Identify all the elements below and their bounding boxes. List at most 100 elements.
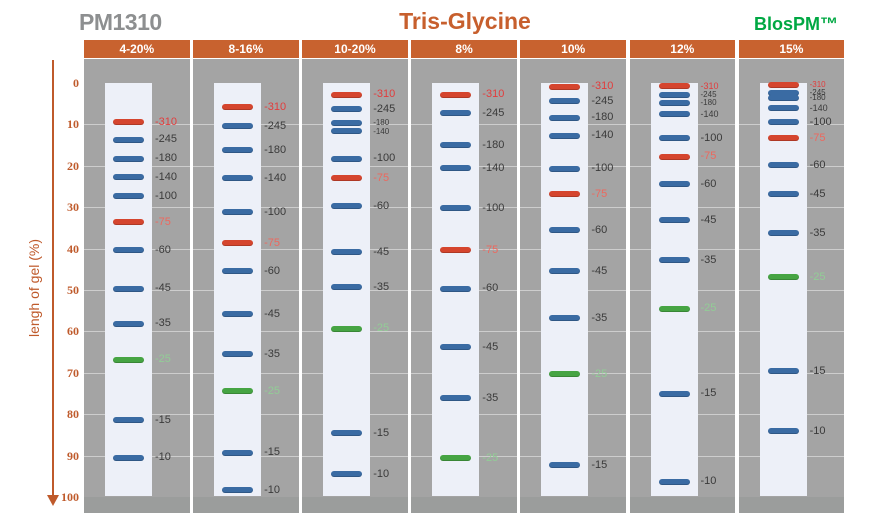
band-label-8-16%-180kda: -180	[264, 143, 287, 156]
lane-header-10-20%: 10-20%	[302, 40, 408, 58]
band-8%-140kda	[440, 164, 472, 171]
band-label-15%-25kda: -25	[809, 270, 826, 283]
band-15%-245kda	[767, 89, 799, 96]
band-8%-310kda	[440, 91, 472, 98]
band-label-8-16%-310kda: -310	[264, 101, 287, 114]
band-4-20%-60kda	[113, 246, 144, 253]
lane-column-10%: -310 -245 -180 -140 -100 -75 -60 -45 -35 -25 -15	[520, 59, 626, 513]
band-label-10%-35kda: -35	[591, 311, 608, 324]
band-12%-10kda	[658, 478, 690, 485]
band-label-8-16%-140kda: -140	[264, 171, 287, 184]
band-12%-310kda	[658, 82, 690, 89]
band-label-10-20%-10kda: -10	[373, 467, 390, 480]
y-tick-60: 60	[67, 324, 79, 339]
band-label-10%-180kda: -180	[591, 111, 614, 124]
band-label-8-16%-10kda: -10	[264, 483, 280, 496]
band-4-20%-310kda	[113, 119, 144, 126]
band-label-15%-245kda: -245	[809, 87, 826, 97]
band-8%-180kda	[440, 142, 472, 149]
band-4-20%-245kda	[113, 136, 144, 143]
band-label-10%-245kda: -245	[591, 94, 614, 107]
band-label-4-20%-180kda: -180	[155, 152, 178, 165]
lane-header-8%: 8%	[411, 40, 517, 58]
band-label-8-16%-245kda: -245	[264, 120, 287, 133]
gel-strip-10%	[541, 83, 589, 496]
band-8%-60kda	[440, 285, 472, 292]
band-label-15%-310kda: -310	[809, 79, 826, 89]
band-label-4-20%-45kda: -45	[155, 282, 171, 295]
band-8-16%-10kda	[222, 486, 254, 493]
band-10-20%-10kda	[331, 471, 363, 478]
band-label-15%-45kda: -45	[809, 187, 826, 200]
y-axis-line	[52, 60, 54, 496]
band-label-8-16%-100kda: -100	[264, 205, 287, 218]
gel-strip-15%	[759, 83, 807, 496]
band-label-8-16%-45kda: -45	[264, 308, 280, 321]
band-label-10%-310kda: -310	[591, 80, 614, 93]
lane-header-15%: 15%	[738, 40, 845, 58]
band-10-20%-310kda	[331, 91, 363, 98]
band-8%-25kda	[440, 455, 472, 462]
y-tick-10: 10	[67, 117, 79, 132]
band-label-4-20%-100kda: -100	[155, 190, 178, 203]
band-4-20%-25kda	[113, 356, 144, 363]
band-8%-35kda	[440, 395, 472, 402]
band-8-16%-35kda	[222, 351, 254, 358]
band-label-15%-10kda: -10	[809, 424, 826, 437]
band-12%-15kda	[658, 390, 690, 397]
band-12%-25kda	[658, 305, 690, 312]
lane-header-8-16%: 8-16%	[193, 40, 299, 58]
band-10-20%-75kda	[331, 174, 363, 181]
band-4-20%-15kda	[113, 416, 144, 423]
band-label-8%-35kda: -35	[482, 392, 499, 405]
band-10%-15kda	[549, 462, 581, 469]
gel-strip-8-16%	[214, 83, 262, 496]
band-label-10-20%-60kda: -60	[373, 200, 390, 213]
band-label-15%-60kda: -60	[809, 159, 826, 172]
band-4-20%-100kda	[113, 193, 144, 200]
band-label-10%-60kda: -60	[591, 224, 608, 237]
band-15%-100kda	[767, 119, 799, 126]
band-10-20%-140kda	[331, 128, 363, 135]
band-label-15%-75kda: -75	[809, 131, 826, 144]
column-footer	[84, 497, 190, 513]
band-10-20%-245kda	[331, 106, 363, 113]
band-4-20%-140kda	[113, 174, 144, 181]
band-label-4-20%-75kda: -75	[155, 215, 171, 228]
band-8%-245kda	[440, 109, 472, 116]
band-label-4-20%-140kda: -140	[155, 171, 178, 184]
band-label-8-16%-25kda: -25	[264, 384, 280, 397]
band-10-20%-35kda	[331, 284, 363, 291]
band-label-10%-140kda: -140	[591, 129, 614, 142]
band-10%-100kda	[549, 165, 581, 172]
band-10-20%-25kda	[331, 325, 363, 332]
band-label-10%-100kda: -100	[591, 162, 614, 175]
band-4-20%-45kda	[113, 285, 144, 292]
y-axis-title: lengh of gel (%)	[26, 238, 42, 338]
band-label-8-16%-15kda: -15	[264, 446, 280, 459]
band-8-16%-180kda	[222, 147, 254, 154]
band-label-12%-245kda: -245	[700, 90, 717, 100]
band-8-16%-100kda	[222, 209, 254, 216]
band-12%-100kda	[658, 135, 690, 142]
band-label-8%-180kda: -180	[482, 138, 505, 151]
y-tick-0: 0	[73, 76, 79, 90]
band-12%-245kda	[658, 92, 690, 98]
band-label-10-20%-45kda: -45	[373, 245, 390, 258]
band-10%-180kda	[549, 114, 581, 121]
band-label-12%-100kda: -100	[700, 131, 723, 144]
band-15%-25kda	[767, 274, 799, 281]
band-label-8%-245kda: -245	[482, 106, 505, 119]
band-8-16%-45kda	[222, 311, 254, 318]
band-label-8-16%-60kda: -60	[264, 264, 280, 277]
band-4-20%-180kda	[113, 155, 144, 162]
band-10%-25kda	[549, 371, 581, 378]
band-label-15%-180kda: -180	[809, 93, 826, 103]
catalog-number: PM1310	[79, 9, 162, 35]
y-tick-70: 70	[67, 365, 79, 380]
band-label-10%-25kda: -25	[591, 368, 608, 381]
band-label-15%-100kda: -100	[809, 116, 832, 129]
y-tick-50: 50	[67, 283, 79, 297]
band-8-16%-60kda	[222, 267, 254, 274]
